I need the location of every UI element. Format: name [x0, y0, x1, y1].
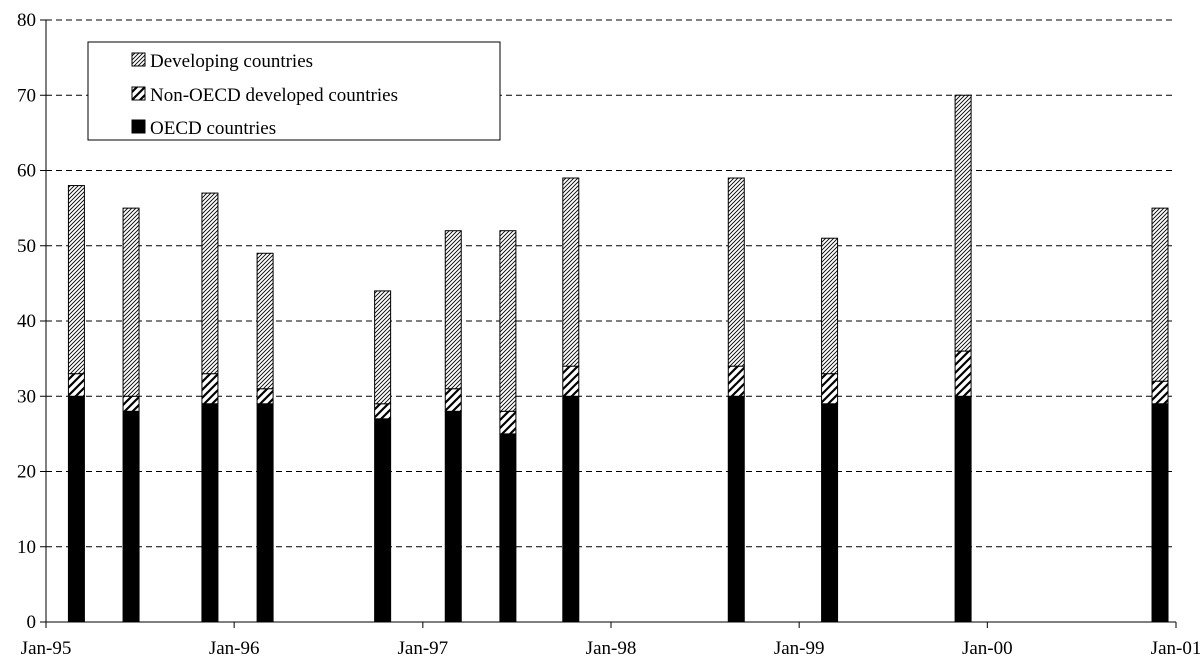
bar-segment-non-oecd-developed — [122, 395, 140, 412]
x-tick-label: Jan-98 — [586, 638, 637, 659]
y-tick-label: 80 — [17, 10, 36, 31]
legend-label: Developing countries — [150, 51, 313, 72]
bar-segment-developing — [67, 185, 85, 375]
bar-segment-developing — [122, 207, 140, 397]
bar-segment-oecd — [727, 395, 745, 623]
x-tick-label: Jan-96 — [209, 638, 260, 659]
bar-segment-non-oecd-developed — [67, 373, 85, 397]
bar-segment-non-oecd-developed — [374, 403, 392, 420]
bar-segment-developing — [201, 192, 219, 375]
y-tick-label: 70 — [17, 85, 36, 106]
bar-segment-non-oecd-developed — [954, 350, 972, 397]
bars — [67, 94, 1169, 623]
bar-segment-oecd — [499, 433, 517, 623]
bar-segment-oecd — [122, 410, 140, 623]
x-tick-label: Jan-97 — [398, 638, 449, 659]
bar-segment-developing — [821, 237, 839, 375]
bar-segment-developing — [499, 230, 517, 412]
bar-segment-oecd — [256, 403, 274, 623]
bar-segment-oecd — [67, 395, 85, 623]
bar-segment-oecd — [821, 403, 839, 623]
bar-segment-non-oecd-developed — [499, 410, 517, 435]
bar-segment-oecd — [444, 410, 462, 623]
bar-segment-developing — [562, 177, 580, 367]
bar-segment-oecd — [562, 395, 580, 623]
bar-segment-oecd — [1151, 403, 1169, 623]
bar-segment-developing — [727, 177, 745, 367]
bar-segment-oecd — [374, 418, 392, 623]
x-tick-label: Jan-01 — [1151, 638, 1200, 659]
axes: 0 10 20 30 40 50 60 70 80 Jan-95 Jan-96 Jan-97 Jan-9… — [17, 10, 1200, 659]
bar-segment-developing — [1151, 207, 1169, 382]
bar-segment-developing — [256, 252, 274, 390]
legend: Developing countries Non-OECD developed c… — [87, 41, 501, 141]
y-tick-label: 20 — [17, 462, 36, 483]
legend-label: Non-OECD developed countries — [150, 85, 398, 106]
y-tick-label: 40 — [17, 311, 36, 332]
bar-segment-developing — [374, 290, 392, 405]
legend-label: OECD countries — [150, 118, 276, 139]
bar-segment-non-oecd-developed — [1151, 380, 1169, 405]
x-tick-label: Jan-99 — [774, 638, 825, 659]
bar-segment-non-oecd-developed — [562, 365, 580, 397]
y-tick-label: 10 — [17, 537, 36, 558]
bar-segment-developing — [954, 94, 972, 352]
legend-box — [87, 41, 501, 141]
bar-segment-non-oecd-developed — [256, 388, 274, 405]
legend-swatch — [131, 86, 146, 101]
bar-segment-non-oecd-developed — [821, 373, 839, 405]
bar-segment-developing — [444, 230, 462, 390]
bar-segment-non-oecd-developed — [201, 373, 219, 405]
x-tick-label: Jan-00 — [962, 638, 1013, 659]
bar-segment-non-oecd-developed — [727, 365, 745, 397]
legend-swatch — [131, 52, 146, 67]
legend-swatch — [131, 119, 146, 134]
bar-segment-oecd — [954, 395, 972, 623]
y-tick-label: 0 — [27, 612, 37, 633]
bar-segment-oecd — [201, 403, 219, 623]
gridlines — [46, 19, 1176, 548]
y-tick-label: 60 — [17, 161, 36, 182]
x-tick-label: Jan-95 — [21, 638, 72, 659]
bar-segment-non-oecd-developed — [444, 388, 462, 412]
y-tick-label: 30 — [17, 386, 36, 407]
y-tick-label: 50 — [17, 236, 36, 257]
